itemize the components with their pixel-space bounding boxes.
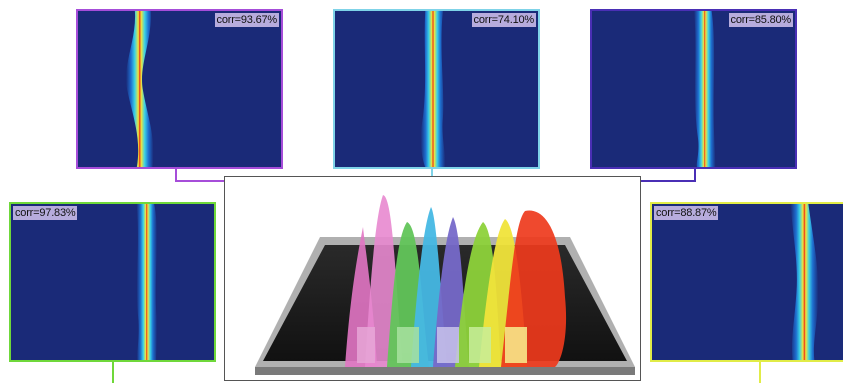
heatmap-image: [78, 11, 281, 167]
correlation-label: corr=74.10%: [471, 13, 536, 27]
3d-surface-plot: [224, 176, 641, 381]
correlation-label: corr=97.83%: [13, 206, 78, 220]
correlation-label: corr=85.80%: [728, 13, 793, 27]
heatmap-panel-4: corr=97.83%: [9, 202, 216, 362]
heatmap-image: [592, 11, 795, 167]
heatmap-image: [335, 11, 538, 167]
heatmap-image: [11, 204, 214, 360]
heatmap-panel-5: corr=88.87%: [650, 202, 843, 362]
3d-surface-graphic: [255, 195, 635, 375]
heatmap-panel-1: corr=93.67%: [76, 9, 283, 169]
correlation-label: corr=88.87%: [654, 206, 719, 220]
heatmap-panel-2: corr=74.10%: [333, 9, 540, 169]
heatmap-panel-3: corr=85.80%: [590, 9, 797, 169]
heatmap-image: [652, 204, 843, 360]
correlation-label: corr=93.67%: [214, 13, 279, 27]
